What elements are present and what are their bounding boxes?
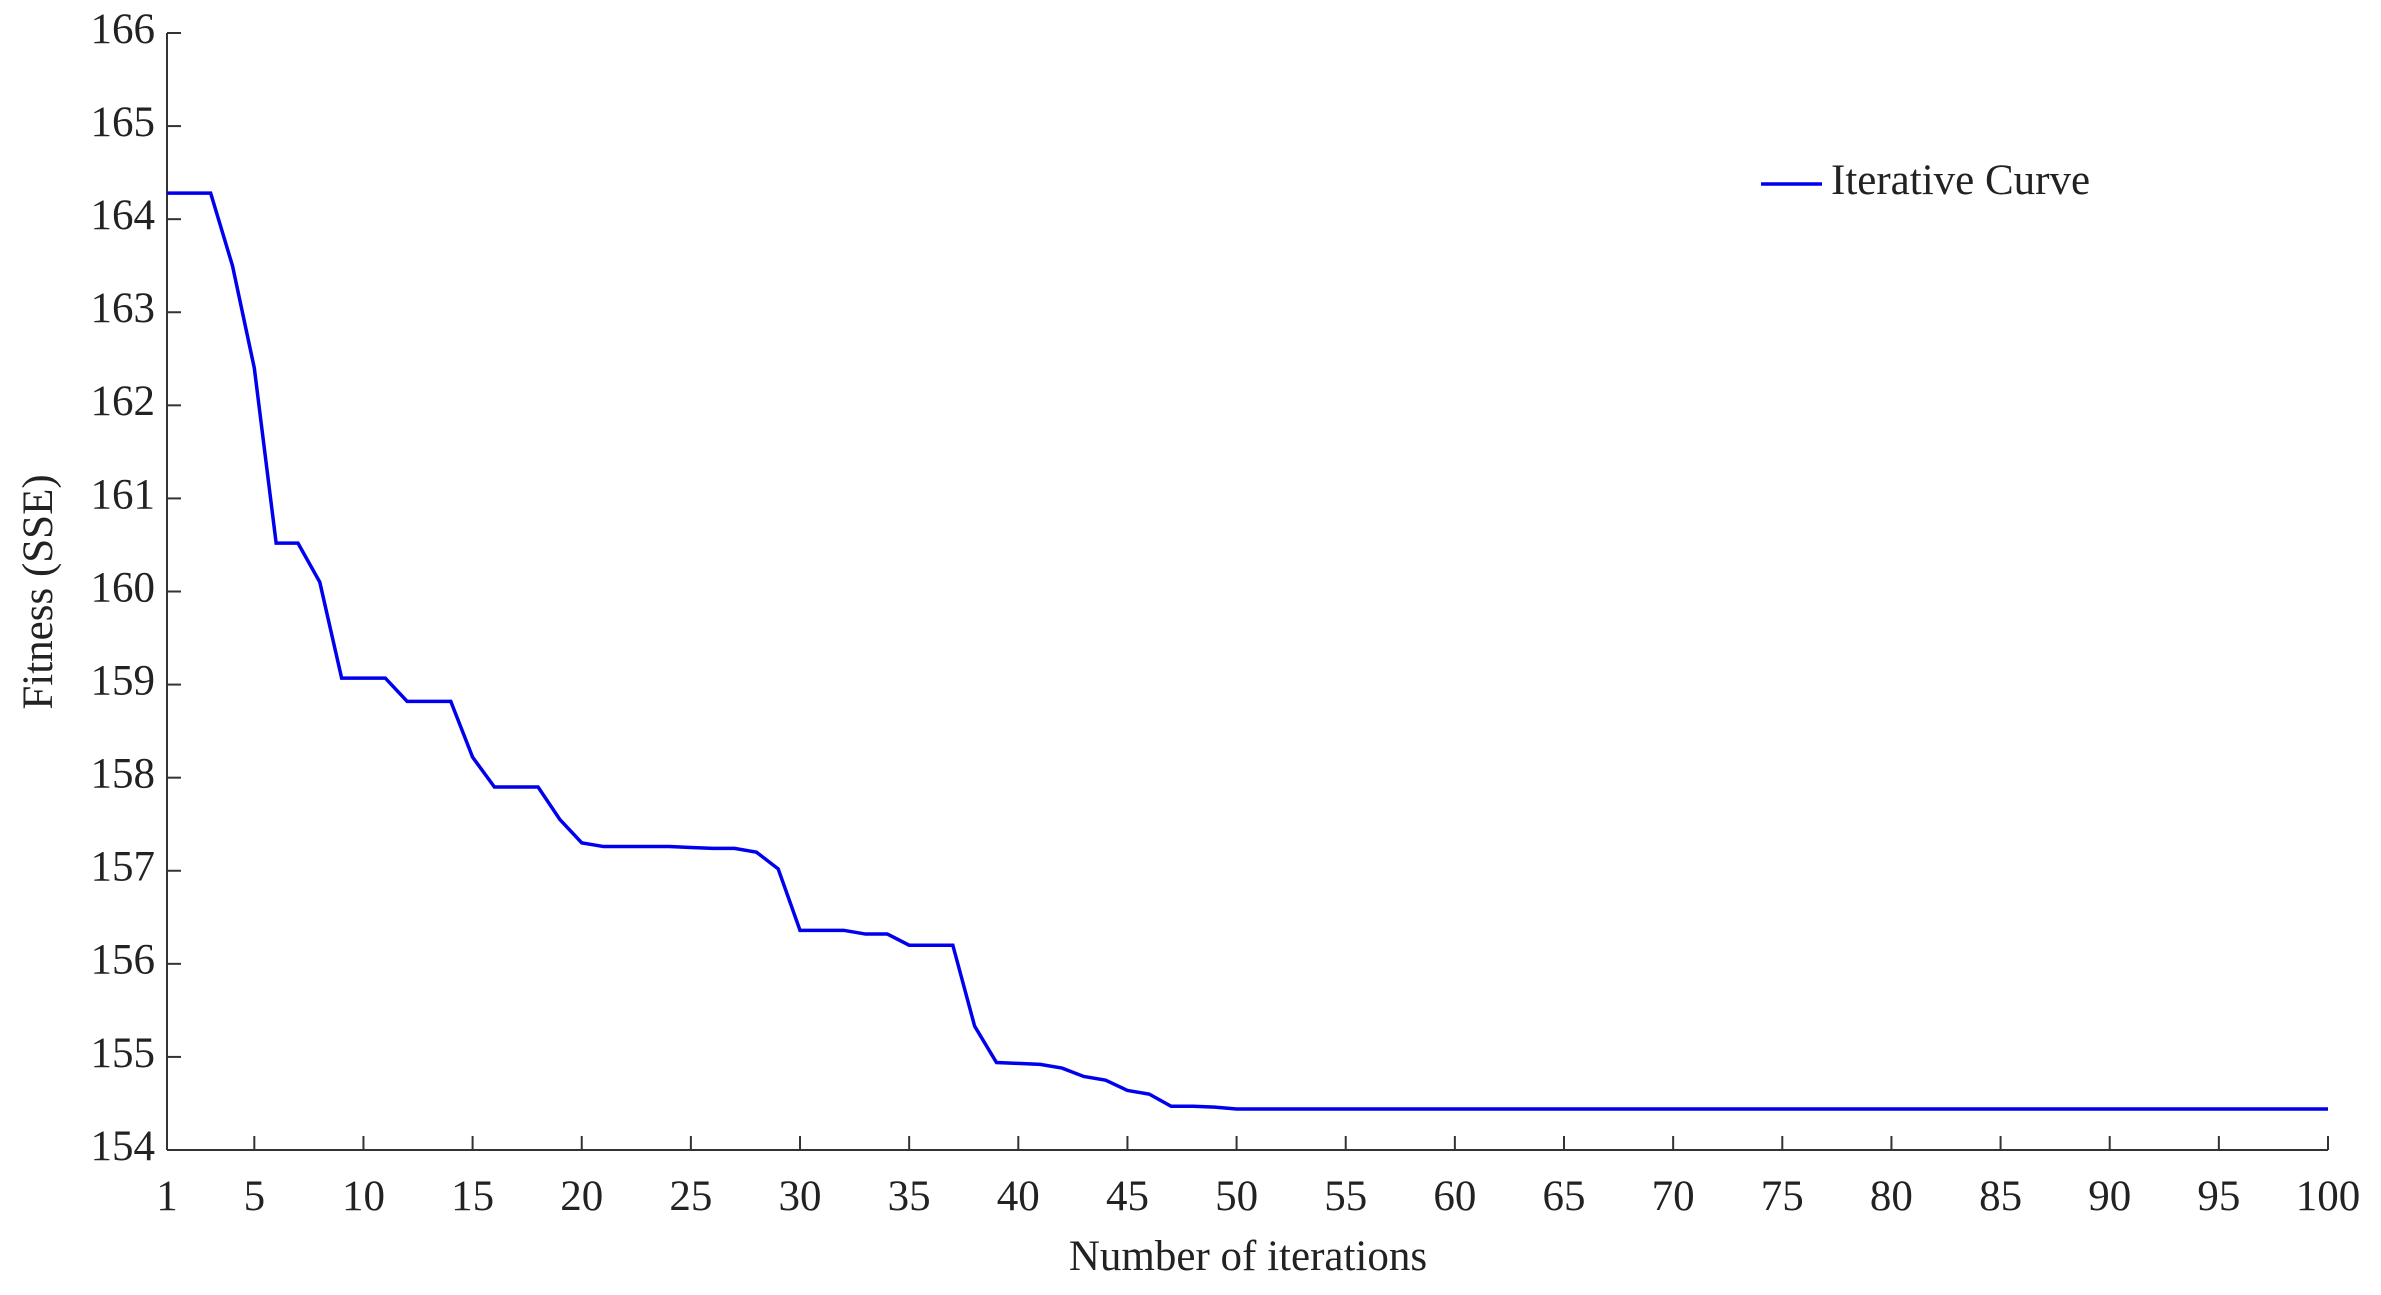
x-tick-label: 5 [244, 1173, 266, 1220]
y-tick-label: 163 [91, 285, 156, 332]
y-tick-label: 154 [91, 1123, 156, 1170]
y-tick-label: 165 [91, 99, 156, 146]
x-tick-label: 35 [888, 1173, 931, 1220]
x-tick-label: 30 [779, 1173, 822, 1220]
x-tick-label: 80 [1870, 1173, 1913, 1220]
y-tick-label: 166 [91, 6, 156, 53]
y-tick-label: 157 [91, 844, 156, 891]
y-tick-label: 161 [91, 471, 156, 518]
x-axis-label: Number of iterations [1069, 1233, 1427, 1280]
x-tick-label: 40 [997, 1173, 1040, 1220]
y-tick-label: 162 [91, 378, 156, 425]
x-tick-label: 20 [560, 1173, 603, 1220]
x-tick-label: 85 [1979, 1173, 2022, 1220]
y-axis-label: Fitness (SSE) [15, 474, 62, 709]
x-tick-label: 15 [451, 1173, 494, 1220]
x-tick-label: 100 [2296, 1173, 2361, 1220]
y-tick-label: 159 [91, 657, 156, 704]
x-tick-label: 95 [2197, 1173, 2240, 1220]
y-tick-label: 158 [91, 751, 156, 798]
x-tick-label: 90 [2088, 1173, 2131, 1220]
line [167, 191, 2328, 1111]
y-tick-label: 155 [91, 1030, 156, 1077]
x-tick-label: 1 [156, 1173, 178, 1220]
x-tick-label: 50 [1215, 1173, 1258, 1220]
y-tick-label: 156 [91, 937, 156, 984]
x-tick-label: 25 [669, 1173, 712, 1220]
x-tick-label: 55 [1324, 1173, 1367, 1220]
x-tick-label: 65 [1543, 1173, 1586, 1220]
x-tick-label: 70 [1652, 1173, 1695, 1220]
y-tick-label: 164 [91, 192, 156, 239]
x-tick-label: 75 [1761, 1173, 1804, 1220]
legend-label: Iterative Curve [1831, 157, 2090, 204]
x-tick-label: 45 [1106, 1173, 1149, 1220]
y-tick-label: 160 [91, 564, 156, 611]
x-tick-label: 60 [1433, 1173, 1476, 1220]
x-tick-label: 10 [342, 1173, 385, 1220]
